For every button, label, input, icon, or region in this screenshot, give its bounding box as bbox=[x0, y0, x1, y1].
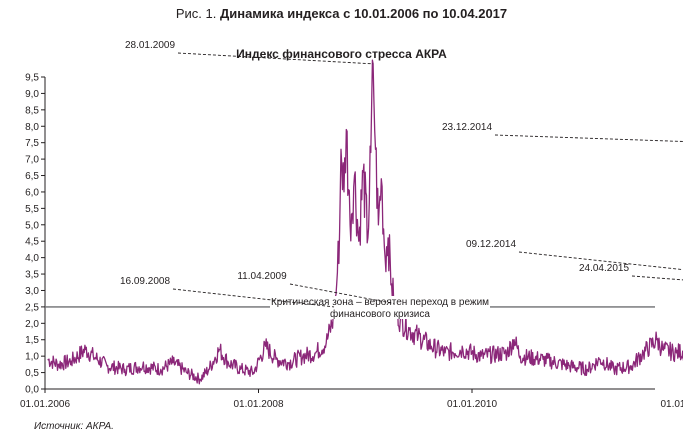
annotation-label: 23.12.2014 bbox=[442, 122, 492, 133]
y-tick-label: 8,5 bbox=[25, 105, 39, 116]
figure-caption: Рис. 1. Динамика индекса с 10.01.2006 по… bbox=[0, 6, 683, 21]
threshold-label-backdrop bbox=[270, 296, 490, 319]
x-tick-label: 01.01.2006 bbox=[20, 399, 70, 410]
x-tick-label: 01.01.2008 bbox=[233, 399, 283, 410]
y-ticks: 0,0 0,5 1,0 1,5 2,0 2,5 3,0 3,5 4,0 4,5 5,0 5,5 6,0 6… bbox=[25, 73, 45, 396]
annotations: 28.01.2009 16.09.2008 11.04.2009 23.12.2014… bbox=[120, 40, 683, 308]
y-tick-label: 1,0 bbox=[25, 352, 39, 363]
annotation-label: 11.04.2009 bbox=[237, 271, 287, 282]
y-tick-label: 7,5 bbox=[25, 138, 39, 149]
x-ticks: 01.01.2006 01.01.2008 01.01.2010 01.01.2012… bbox=[20, 389, 683, 410]
chart-axes: 0,0 0,5 1,0 1,5 2,0 2,5 3,0 3,5 4,0 4,5 5,0 5,5 6,0 6… bbox=[20, 73, 683, 411]
y-tick-label: 2,0 bbox=[25, 319, 39, 330]
y-tick-label: 6,5 bbox=[25, 171, 39, 182]
y-tick-label: 0,0 bbox=[25, 385, 39, 396]
figure-caption-prefix: Рис. 1. bbox=[175, 6, 217, 21]
x-tick-label: 01.01.2012 bbox=[660, 399, 683, 410]
threshold-label-line2: финансового кризиса bbox=[330, 308, 430, 320]
y-tick-label: 3,0 bbox=[25, 286, 39, 297]
y-tick-label: 9,0 bbox=[25, 89, 39, 100]
stress-index-series-line bbox=[47, 59, 683, 385]
y-tick-label: 7,0 bbox=[25, 155, 39, 166]
threshold-label-line1: Критическая зона – вероятен переход в ре… bbox=[271, 297, 489, 308]
annotation-label: 24.04.2015 bbox=[579, 263, 629, 274]
source-note: Источник: АКРА. bbox=[34, 421, 114, 432]
y-tick-label: 4,5 bbox=[25, 237, 39, 248]
y-tick-label: 4,0 bbox=[25, 253, 39, 264]
annotation-leader-line bbox=[631, 275, 683, 281]
y-tick-label: 5,0 bbox=[25, 220, 39, 231]
y-tick-label: 2,5 bbox=[25, 302, 39, 313]
annotation-leader-line bbox=[518, 251, 683, 271]
y-tick-label: 9,5 bbox=[25, 73, 39, 84]
threshold-labels: Критическая зона – вероятен переход в ре… bbox=[270, 296, 490, 320]
figure-caption-title: Динамика индекса с 10.01.2006 по 10.04.2… bbox=[219, 6, 508, 21]
annotation-leader-line bbox=[172, 288, 335, 308]
annotation-leader-line bbox=[494, 134, 683, 142]
x-tick-label: 01.01.2010 bbox=[447, 399, 497, 410]
annotation-leader-line bbox=[177, 52, 374, 65]
y-tick-label: 3,5 bbox=[25, 270, 39, 281]
y-tick-label: 6,0 bbox=[25, 187, 39, 198]
y-tick-label: 8,0 bbox=[25, 122, 39, 133]
y-tick-label: 0,5 bbox=[25, 368, 39, 379]
y-tick-label: 5,5 bbox=[25, 204, 39, 215]
annotation-label: 16.09.2008 bbox=[120, 276, 170, 287]
annotation-label: 28.01.2009 bbox=[125, 40, 175, 51]
annotation-leader-line bbox=[289, 283, 395, 305]
chart-title: Индекс финансового стресса АКРА bbox=[236, 47, 447, 61]
annotation-label: 09.12.2014 bbox=[466, 239, 516, 250]
y-tick-label: 1,5 bbox=[25, 335, 39, 346]
